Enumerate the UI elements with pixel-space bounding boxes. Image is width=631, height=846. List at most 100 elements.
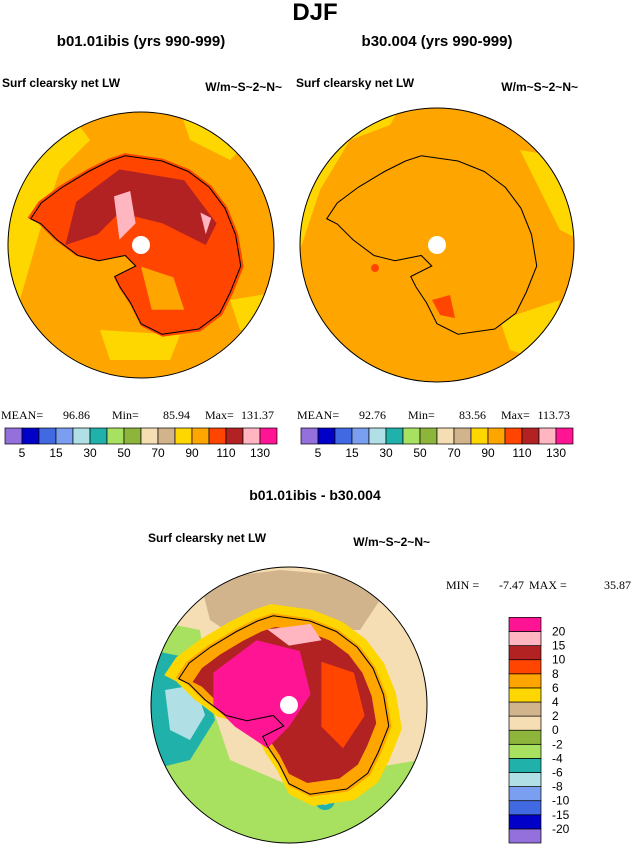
colorbar-label: 30	[379, 446, 393, 460]
stat-value: 92.76	[359, 408, 386, 422]
colorbar-label: 5	[19, 446, 26, 460]
colorbar-box	[89, 427, 108, 445]
map-border	[299, 107, 575, 383]
colorbar-label: 110	[216, 446, 235, 460]
colorbar-box	[123, 427, 142, 445]
colorbar-label: -2	[552, 737, 563, 751]
colorbar-box	[242, 427, 261, 445]
colorbar-box	[174, 427, 193, 445]
main-title: DJF	[292, 0, 337, 26]
colorbar-label: 10	[552, 653, 566, 667]
colorbar-box	[140, 427, 159, 445]
colorbar-box	[368, 427, 387, 445]
map-border	[150, 566, 428, 844]
colorbar-box	[300, 427, 319, 445]
stat-label: MAX =	[529, 578, 567, 592]
stat-value: -7.47	[499, 578, 524, 592]
colorbar-box	[487, 427, 506, 445]
colorbar-label: 30	[83, 446, 97, 460]
colorbar-box	[259, 427, 278, 445]
colorbar-box	[55, 427, 74, 445]
panel-title: b01.01ibis - b30.004	[249, 487, 381, 503]
colorbar-box	[508, 701, 542, 717]
colorbar-box	[419, 427, 438, 445]
colorbar-label: 15	[345, 446, 359, 460]
stat-label: Max=	[501, 408, 530, 422]
colorbar-box	[470, 427, 489, 445]
colorbar-box	[508, 673, 542, 689]
variable-label: Surf clearsky net LW	[148, 531, 267, 545]
colorbar-box	[508, 828, 542, 844]
colorbar-box	[508, 786, 542, 802]
stat-value: 85.94	[163, 408, 190, 422]
colorbar-box	[317, 427, 336, 445]
colorbar-box	[508, 715, 542, 731]
map	[8, 112, 274, 378]
colorbar-box	[521, 427, 540, 445]
variable-label: Surf clearsky net LW	[2, 76, 121, 90]
colorbar-box	[504, 427, 523, 445]
colorbar-box	[402, 427, 421, 445]
colorbar-label: 70	[447, 446, 461, 460]
colorbar-box	[508, 743, 542, 759]
colorbar-box	[72, 427, 91, 445]
stat-value: 83.56	[459, 408, 486, 422]
panel-title: b01.01ibis (yrs 990-999)	[57, 33, 225, 50]
stat-label: Max=	[205, 408, 234, 422]
colorbar-label: 15	[552, 639, 566, 653]
map-border	[7, 111, 275, 379]
colorbar-label: 130	[546, 446, 566, 460]
colorbar-label: 2	[552, 709, 559, 723]
stat-value: 113.73	[537, 408, 570, 422]
colorbar-box	[508, 617, 542, 632]
stat-value: 35.87	[604, 578, 631, 592]
colorbar-label: -6	[552, 766, 563, 780]
colorbar-label: -10	[552, 794, 570, 808]
colorbar-box	[508, 645, 542, 661]
map	[151, 567, 427, 843]
stat-label: MIN =	[446, 578, 479, 592]
units-label: W/m~S~2~N~	[501, 80, 578, 94]
colorbar-box	[157, 427, 176, 445]
variable-label: Surf clearsky net LW	[296, 76, 415, 90]
colorbar-label: 50	[117, 446, 131, 460]
colorbar-label: 15	[49, 446, 63, 460]
units-label: W/m~S~2~N~	[353, 535, 430, 549]
colorbar-label: 130	[250, 446, 270, 460]
colorbar-box	[508, 814, 542, 830]
colorbar-box	[191, 427, 210, 445]
colorbar-box	[508, 758, 542, 773]
colorbar-label: 90	[481, 446, 495, 460]
colorbar-label: 5	[315, 446, 322, 460]
colorbar-box	[38, 427, 57, 445]
colorbar-box	[106, 427, 125, 445]
colorbar-box	[508, 772, 542, 787]
stat-label: Min=	[112, 408, 139, 422]
stat-value: 131.37	[241, 408, 274, 422]
colorbar-box	[334, 427, 353, 445]
colorbar-label: -8	[552, 780, 563, 794]
colorbar-label: -20	[552, 822, 570, 836]
colorbar-box	[208, 427, 227, 445]
map	[300, 108, 574, 382]
colorbar-box	[508, 687, 542, 703]
colorbar-label: 8	[552, 667, 559, 681]
colorbar-label: 6	[552, 681, 559, 695]
colorbar-label: -4	[552, 751, 563, 765]
colorbar-label: 20	[552, 625, 566, 639]
colorbar-box	[508, 800, 542, 816]
colorbar-box	[4, 427, 23, 445]
colorbar-label: 0	[552, 723, 559, 737]
stat-value: 96.86	[63, 408, 90, 422]
colorbar-box	[508, 659, 542, 675]
colorbar-box	[538, 427, 557, 445]
panel-title: b30.004 (yrs 990-999)	[362, 33, 513, 50]
colorbar-box	[385, 427, 404, 445]
colorbar-label: 110	[512, 446, 531, 460]
colorbar-label: 50	[413, 446, 427, 460]
stat-label: MEAN=	[297, 408, 339, 422]
colorbar-box	[508, 729, 542, 745]
units-label: W/m~S~2~N~	[205, 80, 282, 94]
colorbar-box	[21, 427, 40, 445]
